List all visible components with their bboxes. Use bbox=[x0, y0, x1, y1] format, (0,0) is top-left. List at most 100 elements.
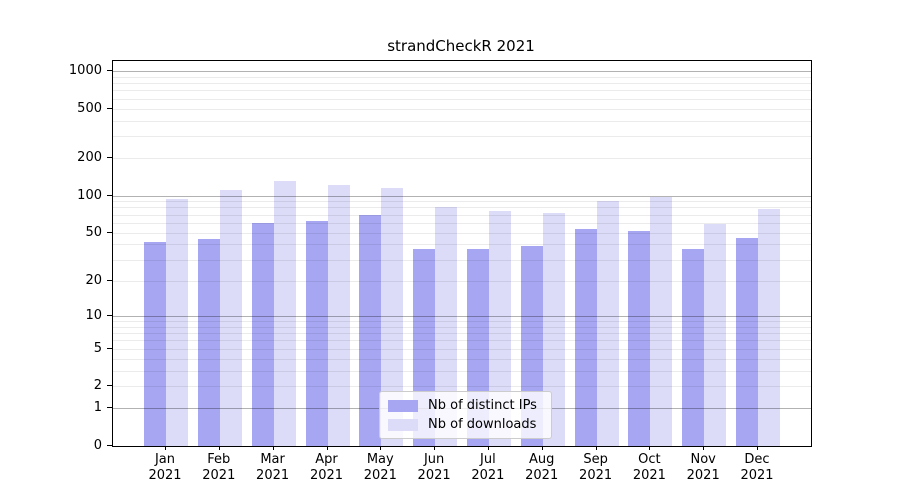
minor-gridline bbox=[113, 158, 811, 160]
minor-gridline bbox=[113, 201, 811, 203]
bar-distinct-ips bbox=[251, 222, 274, 446]
bar-downloads bbox=[381, 187, 404, 446]
x-label-month: Sep bbox=[583, 452, 608, 467]
plot-area: Nb of distinct IPs Nb of downloads bbox=[112, 60, 812, 447]
x-axis-tick-label: May 2021 bbox=[348, 452, 412, 484]
x-axis-tick bbox=[272, 446, 274, 450]
x-axis-tick bbox=[757, 446, 758, 450]
legend-item: Nb of downloads bbox=[388, 417, 541, 432]
y-axis-tick-label: 2 bbox=[93, 378, 102, 394]
x-label-month: May bbox=[366, 452, 394, 467]
y-axis-tick bbox=[107, 445, 112, 446]
minor-gridline bbox=[113, 232, 811, 234]
chart-title: strandCheckR 2021 bbox=[387, 37, 535, 55]
x-axis-tick bbox=[703, 446, 705, 450]
x-label-year: 2021 bbox=[256, 468, 290, 483]
bar-downloads bbox=[704, 223, 727, 446]
bar-distinct-ips bbox=[197, 239, 220, 446]
x-label-month: Feb bbox=[207, 452, 231, 467]
x-axis-tick-label: Feb 2021 bbox=[187, 452, 251, 484]
legend-swatch bbox=[388, 418, 418, 431]
bar-downloads bbox=[219, 190, 242, 446]
x-axis-tick-label: Dec 2021 bbox=[725, 452, 789, 484]
legend-item-label: Nb of distinct IPs bbox=[428, 398, 537, 413]
x-label-year: 2021 bbox=[202, 468, 236, 483]
minor-gridline bbox=[113, 136, 811, 138]
x-axis-tick bbox=[487, 446, 489, 450]
bar-downloads bbox=[435, 206, 458, 446]
minor-gridline bbox=[113, 207, 811, 209]
minor-gridline bbox=[113, 222, 811, 224]
x-axis-tick-label: Jan 2021 bbox=[133, 452, 197, 484]
y-axis-tick-label: 0 bbox=[93, 438, 102, 453]
x-axis-tick-label: Aug 2021 bbox=[510, 452, 574, 484]
y-axis-tick-label: 20 bbox=[85, 272, 102, 288]
minor-gridline bbox=[113, 326, 811, 328]
x-axis-tick-label: Apr 2021 bbox=[295, 452, 359, 484]
bar-downloads bbox=[327, 184, 350, 446]
bar-distinct-ips bbox=[736, 238, 758, 446]
x-axis-tick-label: Mar 2021 bbox=[241, 452, 305, 484]
x-axis-tick bbox=[541, 446, 543, 450]
x-label-year: 2021 bbox=[686, 468, 720, 483]
bar-downloads bbox=[273, 180, 296, 446]
minor-gridline bbox=[113, 244, 811, 246]
bar-downloads bbox=[542, 213, 565, 446]
x-label-month: Apr bbox=[315, 452, 338, 467]
y-axis-tick-label: 5 bbox=[93, 340, 102, 356]
legend-swatch bbox=[388, 399, 418, 412]
minor-gridline bbox=[113, 90, 811, 92]
x-label-year: 2021 bbox=[525, 468, 559, 483]
x-axis-tick-label: Oct 2021 bbox=[617, 452, 681, 484]
x-label-month: Jun bbox=[423, 452, 445, 467]
x-label-year: 2021 bbox=[309, 468, 344, 483]
y-axis-tick bbox=[107, 69, 112, 71]
legend: Nb of distinct IPs Nb of downloads bbox=[379, 391, 552, 439]
bar-distinct-ips bbox=[682, 248, 705, 446]
bar-downloads bbox=[650, 196, 673, 446]
minor-gridline bbox=[113, 259, 811, 261]
y-axis-tick-label: 50 bbox=[85, 224, 102, 240]
x-label-year: 2021 bbox=[471, 468, 505, 483]
bar-downloads bbox=[596, 201, 619, 446]
minor-gridline bbox=[113, 214, 811, 216]
bar-downloads bbox=[166, 198, 188, 446]
bar-distinct-ips bbox=[305, 221, 328, 446]
x-label-year: 2021 bbox=[363, 468, 397, 483]
bar-downloads bbox=[758, 208, 780, 446]
y-axis-tick bbox=[107, 347, 112, 349]
x-axis-tick-label: Sep 2021 bbox=[564, 452, 628, 484]
y-axis-tick-label: 500 bbox=[77, 100, 102, 116]
y-axis-tick-label: 100 bbox=[77, 187, 102, 203]
x-label-month: Aug bbox=[528, 452, 555, 467]
major-gridline bbox=[113, 195, 811, 197]
x-axis-tick bbox=[649, 446, 651, 450]
minor-gridline bbox=[113, 386, 811, 388]
legend-item: Nb of distinct IPs bbox=[388, 398, 541, 413]
minor-gridline bbox=[113, 76, 811, 78]
x-axis-tick-label: Nov 2021 bbox=[671, 452, 735, 484]
minor-gridline bbox=[113, 348, 811, 350]
x-label-year: 2021 bbox=[632, 468, 666, 483]
x-label-month: Jan bbox=[154, 452, 176, 467]
x-axis-tick-label: Jun 2021 bbox=[402, 452, 466, 484]
y-axis-tick bbox=[107, 194, 112, 196]
y-axis-tick bbox=[107, 279, 112, 281]
bar-distinct-ips bbox=[359, 215, 382, 446]
x-label-year: 2021 bbox=[740, 468, 774, 483]
bar-downloads bbox=[488, 210, 511, 446]
major-gridline bbox=[113, 70, 811, 72]
y-axis-tick bbox=[107, 314, 112, 316]
y-axis-tick-label: 1 bbox=[93, 400, 102, 416]
y-axis-tick bbox=[107, 231, 112, 233]
minor-gridline bbox=[113, 340, 811, 342]
bar-distinct-ips bbox=[628, 230, 651, 446]
x-axis-tick-label: Jul 2021 bbox=[456, 452, 520, 484]
bar-distinct-ips bbox=[574, 228, 597, 446]
x-label-month: Dec bbox=[744, 452, 770, 467]
x-label-year: 2021 bbox=[148, 468, 182, 483]
x-axis-tick bbox=[326, 446, 328, 450]
major-gridline bbox=[113, 315, 811, 317]
minor-gridline bbox=[113, 120, 811, 122]
x-label-year: 2021 bbox=[417, 468, 451, 483]
